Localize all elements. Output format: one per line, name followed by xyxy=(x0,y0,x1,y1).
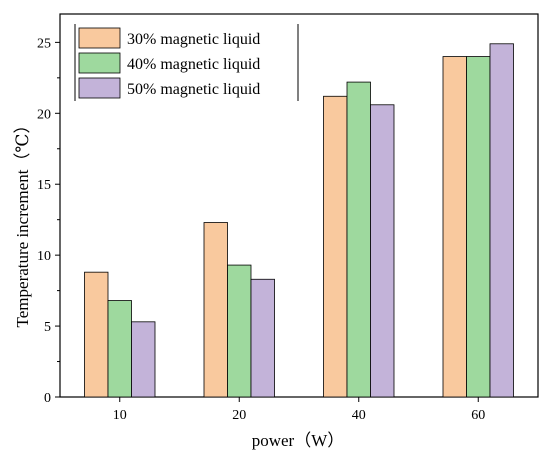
legend-label: 50% magnetic liquid xyxy=(127,81,260,98)
legend-label: 40% magnetic liquid xyxy=(127,56,260,73)
plot-frame xyxy=(59,13,539,398)
x-tick-label: 10 xyxy=(113,408,127,423)
bar xyxy=(250,278,275,398)
legend-swatch xyxy=(78,27,121,49)
x-tick-label: 40 xyxy=(352,408,366,423)
plot-area: 0 5 10 15 20 25 10 20 40 60 xyxy=(37,13,539,423)
x-axis-title: power（W） xyxy=(252,431,345,450)
bar xyxy=(466,56,491,398)
y-tick-label: 20 xyxy=(37,107,51,122)
bar xyxy=(489,43,514,398)
y-axis-title: Temperature increment（℃） xyxy=(13,117,32,328)
bar xyxy=(346,81,371,398)
bar xyxy=(442,56,467,398)
x-tick-label: 20 xyxy=(232,408,246,423)
x-tick-label: 60 xyxy=(471,408,485,423)
y-tick-label: 25 xyxy=(37,36,51,51)
bar xyxy=(84,271,109,398)
legend: 30% magnetic liquid 40% magnetic liquid 50… xyxy=(74,24,299,101)
bar xyxy=(107,300,132,398)
y-tick-label: 15 xyxy=(37,178,51,193)
bar xyxy=(370,104,395,398)
bar xyxy=(131,321,156,398)
bar xyxy=(227,264,252,398)
y-tick-label: 0 xyxy=(44,391,51,406)
legend-label: 30% magnetic liquid xyxy=(127,31,260,48)
y-tick-label: 5 xyxy=(44,320,51,335)
bar xyxy=(323,95,348,398)
legend-swatch xyxy=(78,52,121,74)
legend-swatch xyxy=(78,77,121,99)
y-tick-label: 10 xyxy=(37,249,51,264)
bar xyxy=(203,222,228,398)
